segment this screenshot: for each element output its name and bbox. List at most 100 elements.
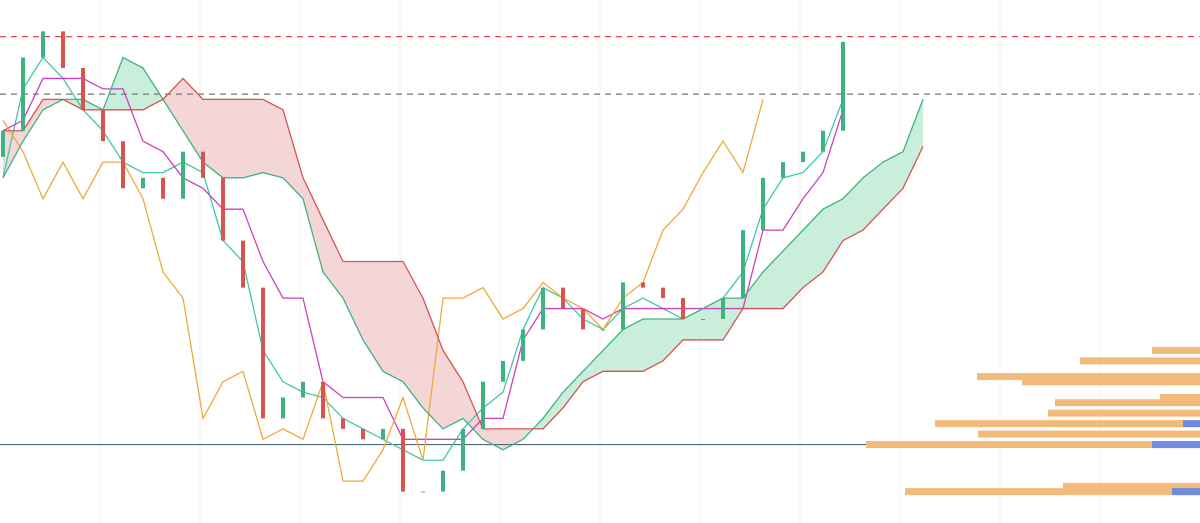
indicator-line xyxy=(2,99,764,482)
volume-bar xyxy=(1063,482,1200,490)
candle xyxy=(481,381,485,429)
volume-highlight xyxy=(1152,441,1200,449)
cloud xyxy=(263,99,283,178)
cloud xyxy=(743,271,763,309)
candle xyxy=(321,381,325,419)
candle xyxy=(21,57,25,131)
cloud xyxy=(203,99,223,178)
volume-bar xyxy=(1080,357,1200,365)
candle xyxy=(641,282,645,288)
volume-bar xyxy=(905,488,1200,496)
candle xyxy=(421,491,425,493)
cloud xyxy=(463,381,483,440)
volume-bar xyxy=(1160,393,1200,401)
candle xyxy=(101,109,105,142)
cloud xyxy=(823,198,843,272)
cloud xyxy=(23,99,43,142)
cloud xyxy=(623,319,643,372)
candle xyxy=(241,240,245,288)
cloud xyxy=(503,428,523,450)
cloud xyxy=(783,230,803,309)
candle xyxy=(181,151,185,199)
candle xyxy=(541,287,545,330)
cloud xyxy=(603,329,623,372)
cloud xyxy=(143,67,163,110)
cloud xyxy=(443,350,463,429)
candle xyxy=(721,298,725,320)
cloud xyxy=(903,99,923,189)
candle xyxy=(581,308,585,330)
candle xyxy=(681,298,685,320)
candle xyxy=(621,282,625,330)
candle xyxy=(161,177,165,199)
candle xyxy=(61,31,65,68)
candle xyxy=(441,470,445,492)
candle xyxy=(821,130,825,152)
volume-bar xyxy=(866,441,1200,449)
candle xyxy=(361,428,365,440)
candle xyxy=(501,360,505,382)
cloud xyxy=(583,350,603,382)
cloud xyxy=(323,219,343,299)
cloud xyxy=(183,78,203,163)
cloud xyxy=(483,428,503,450)
cloud xyxy=(563,371,583,408)
candle xyxy=(781,162,785,178)
candle xyxy=(121,141,125,189)
candle xyxy=(341,418,345,429)
candle xyxy=(761,177,765,231)
volume-bar xyxy=(978,430,1200,438)
cloud xyxy=(723,298,743,340)
cloud xyxy=(163,78,183,131)
indicator-line xyxy=(3,77,924,430)
cloud xyxy=(363,261,383,372)
cloud xyxy=(803,209,823,288)
cloud xyxy=(423,298,443,429)
volume-highlight xyxy=(1172,488,1200,496)
candle xyxy=(661,287,665,299)
candle xyxy=(461,428,465,471)
cloud xyxy=(283,109,303,199)
candle xyxy=(701,319,705,321)
candle xyxy=(1,130,5,157)
candle xyxy=(41,31,45,58)
volume-bar xyxy=(1055,399,1200,407)
candle xyxy=(381,428,385,440)
candle xyxy=(281,397,285,419)
cloud xyxy=(223,99,243,178)
cloud xyxy=(703,298,723,340)
volume-bar xyxy=(1022,378,1200,386)
candle xyxy=(401,428,405,492)
candle xyxy=(301,381,305,398)
candle xyxy=(561,287,565,309)
cloud xyxy=(3,130,23,178)
cloud xyxy=(243,99,263,178)
candle xyxy=(601,329,605,331)
cloud xyxy=(383,261,403,382)
candle xyxy=(221,177,225,241)
candle xyxy=(261,287,265,419)
indicator-line xyxy=(2,56,924,451)
cloud xyxy=(123,57,143,110)
cloud xyxy=(763,251,783,309)
candle xyxy=(741,230,745,299)
cloud xyxy=(303,177,323,272)
cloud xyxy=(643,319,663,372)
cloud xyxy=(663,319,683,361)
volume-bar xyxy=(977,373,1200,381)
candle xyxy=(521,329,525,361)
cloud xyxy=(343,261,363,340)
candle xyxy=(201,151,205,178)
cloud xyxy=(863,162,883,231)
volume-bar xyxy=(1048,409,1200,417)
candle xyxy=(141,177,145,189)
volume-highlight xyxy=(1183,420,1200,428)
cloud xyxy=(403,261,423,408)
cloud xyxy=(543,392,563,429)
candle xyxy=(801,151,805,163)
candle xyxy=(81,67,85,110)
volume-bar xyxy=(935,420,1200,428)
volume-bar xyxy=(1152,346,1200,354)
candle xyxy=(841,41,845,131)
